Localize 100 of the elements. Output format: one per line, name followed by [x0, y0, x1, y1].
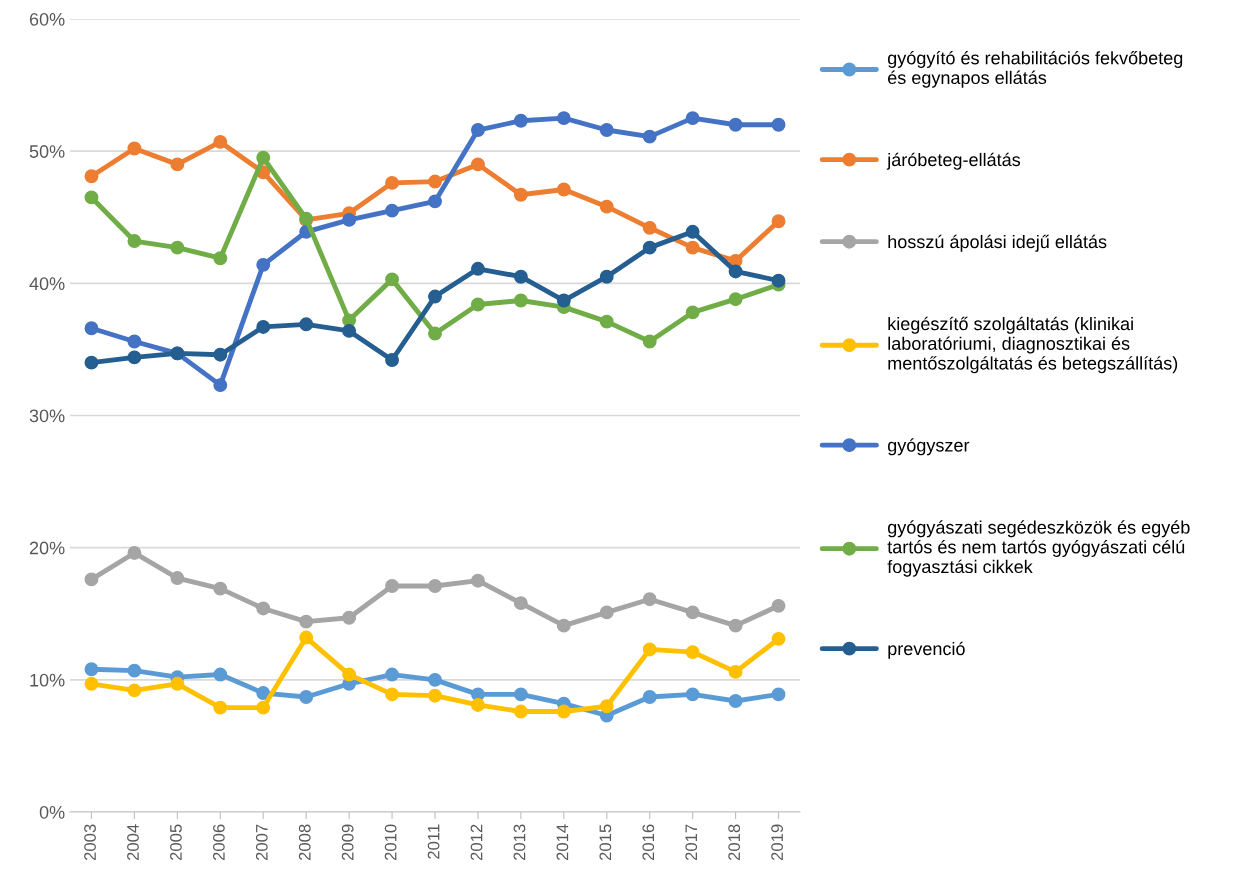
point — [385, 579, 400, 593]
point — [127, 546, 142, 560]
point — [84, 355, 99, 370]
point — [256, 257, 271, 272]
point — [256, 700, 271, 715]
y-tick-label: 20% — [29, 541, 65, 555]
point — [728, 694, 743, 708]
point — [299, 614, 314, 629]
point — [685, 305, 700, 320]
point — [385, 272, 400, 287]
point — [599, 199, 614, 214]
point — [84, 190, 99, 205]
legend-label: kiegészítő szolgáltatás (klinikai laboratóriumi, diagnosztikai és mentőszolgáltatás és betegszállítás) — [888, 316, 1178, 374]
point — [556, 111, 571, 126]
point — [685, 111, 700, 126]
point — [428, 672, 442, 687]
point — [428, 174, 442, 189]
y-tick-label: 50% — [29, 145, 65, 158]
point — [685, 605, 700, 620]
x-tick-label: 2012 — [470, 824, 483, 861]
x-tick-label: 2008 — [298, 824, 311, 861]
point — [728, 117, 743, 132]
point — [256, 686, 271, 700]
point — [170, 571, 185, 586]
point — [470, 573, 485, 588]
point — [599, 314, 614, 329]
point — [771, 273, 786, 288]
x-tick-label: 2007 — [255, 824, 268, 861]
x-tick-label: 2006 — [212, 824, 225, 861]
point — [556, 293, 571, 308]
legend-label: gyógyító és rehabilitációs fekvőbeteg és egynapos ellátás — [887, 50, 1183, 88]
point — [428, 289, 442, 304]
point — [642, 690, 657, 704]
point — [385, 667, 400, 682]
point — [470, 697, 485, 712]
legend-label: prevenció — [888, 641, 965, 659]
point — [513, 113, 528, 128]
x-tick-label: 2005 — [170, 824, 182, 861]
point — [513, 596, 528, 611]
point — [213, 251, 228, 266]
point — [170, 676, 185, 691]
point — [428, 194, 442, 209]
point — [299, 317, 314, 332]
y-tick-label: 30% — [29, 409, 65, 423]
point — [771, 631, 786, 646]
point — [470, 123, 485, 137]
point — [728, 292, 743, 307]
point — [513, 293, 528, 308]
x-tick-label: 2015 — [599, 824, 612, 861]
point — [513, 187, 528, 202]
legend-label: hosszú ápolási idejű ellátás — [888, 234, 1107, 252]
point — [213, 347, 228, 362]
point — [170, 240, 185, 255]
x-tick-label: 2018 — [728, 824, 741, 861]
point — [385, 353, 400, 367]
point — [84, 676, 99, 691]
legend-label: gyógyszer — [887, 438, 970, 456]
point — [385, 203, 400, 218]
point — [127, 350, 142, 365]
point — [127, 663, 142, 678]
point — [127, 334, 142, 349]
x-tick-label: 2013 — [513, 824, 526, 861]
legend-label: járóbeteg-ellátás — [886, 152, 1021, 170]
x-tick-label: 2004 — [127, 824, 139, 861]
point — [470, 261, 485, 276]
point — [728, 664, 743, 679]
point — [728, 618, 743, 633]
point — [170, 157, 185, 172]
point — [771, 687, 786, 702]
point — [428, 579, 442, 593]
x-tick-label: 2011 — [427, 824, 440, 859]
point — [256, 320, 271, 334]
point — [299, 690, 314, 704]
legend-label: gyógyászati segédeszközök és egyéb tartós és nem tartós gyógyászati célú fogyasztási cikkek — [887, 520, 1190, 577]
point — [428, 688, 442, 703]
x-tick-label: 2019 — [771, 824, 783, 861]
point — [84, 572, 99, 587]
point — [342, 610, 357, 625]
point — [256, 150, 271, 165]
point — [685, 645, 700, 660]
y-tick-label: 40% — [29, 277, 65, 291]
point — [127, 234, 142, 248]
point — [84, 169, 99, 184]
point — [556, 618, 571, 633]
point — [513, 687, 528, 702]
point — [213, 700, 228, 715]
y-tick-label: 60% — [29, 12, 65, 26]
y-tick-label: 0% — [39, 805, 65, 819]
point — [342, 323, 357, 338]
point — [513, 704, 528, 719]
point — [642, 220, 657, 235]
point — [428, 326, 442, 341]
point — [642, 129, 657, 144]
point — [299, 630, 314, 645]
point — [599, 605, 614, 620]
point — [127, 141, 142, 156]
point — [556, 704, 571, 719]
point — [599, 699, 614, 714]
point — [728, 264, 743, 279]
point — [127, 683, 142, 698]
